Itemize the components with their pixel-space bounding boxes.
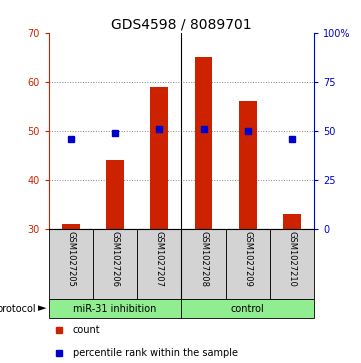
Bar — [137, 229, 182, 299]
Text: count: count — [73, 325, 100, 335]
Text: percentile rank within the sample: percentile rank within the sample — [73, 348, 238, 358]
Bar — [182, 299, 314, 318]
Title: GDS4598 / 8089701: GDS4598 / 8089701 — [111, 17, 252, 32]
Bar — [226, 229, 270, 299]
Bar — [195, 57, 212, 229]
Text: GSM1027208: GSM1027208 — [199, 231, 208, 287]
Text: GSM1027210: GSM1027210 — [287, 231, 296, 287]
Text: GSM1027207: GSM1027207 — [155, 231, 164, 287]
Bar — [62, 224, 80, 229]
Text: GSM1027205: GSM1027205 — [66, 231, 75, 287]
Bar — [106, 160, 124, 229]
Bar — [270, 229, 314, 299]
Text: GSM1027209: GSM1027209 — [243, 231, 252, 287]
Bar — [49, 229, 93, 299]
Text: control: control — [231, 303, 265, 314]
Text: GSM1027206: GSM1027206 — [110, 231, 119, 287]
Bar — [93, 229, 137, 299]
Bar — [283, 214, 301, 229]
Text: miR-31 inhibition: miR-31 inhibition — [73, 303, 157, 314]
Bar — [239, 101, 257, 229]
Text: protocol: protocol — [0, 303, 35, 314]
Text: ►: ► — [38, 303, 46, 314]
Bar — [182, 229, 226, 299]
Bar — [151, 86, 168, 229]
Bar — [49, 299, 182, 318]
